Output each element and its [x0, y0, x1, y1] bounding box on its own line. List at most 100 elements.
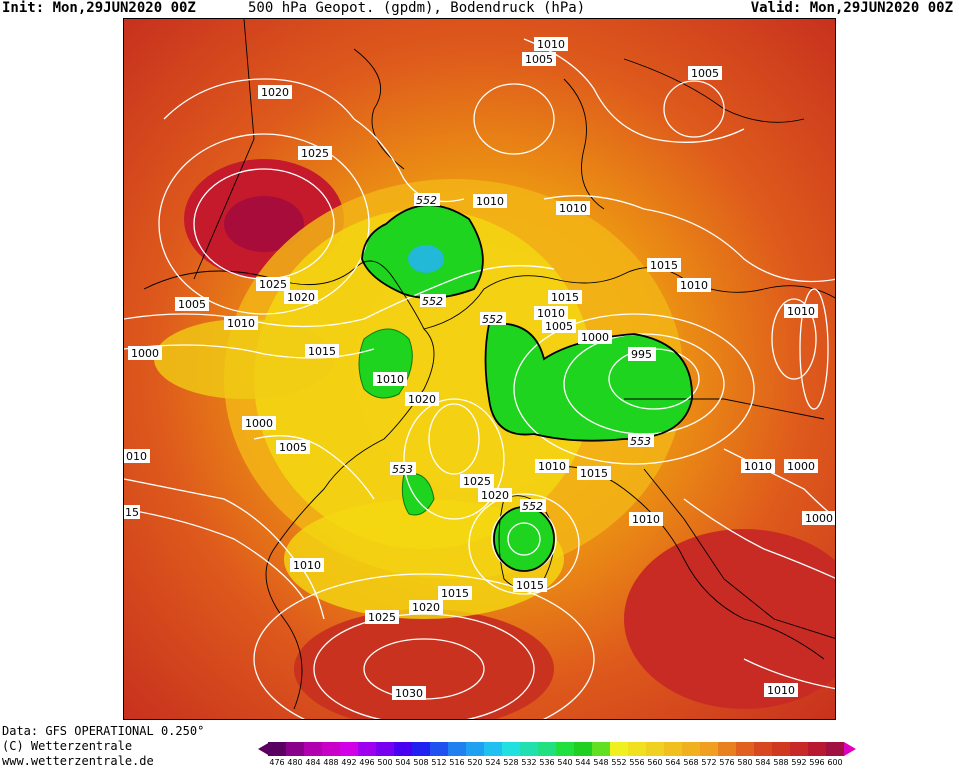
- scale-label: 572: [701, 758, 717, 767]
- scale-label: 548: [593, 758, 609, 767]
- isobar-label: 1015: [513, 578, 547, 592]
- isobar-label: 1010: [677, 278, 711, 292]
- scale-swatch: [394, 742, 412, 756]
- isobar-label: 15: [124, 505, 140, 519]
- scale-swatch: [718, 742, 736, 756]
- scale-swatch: [484, 742, 502, 756]
- scale-label: 592: [791, 758, 807, 767]
- svg-text:1030: 1030: [395, 687, 423, 700]
- geopotential-label: 552: [420, 294, 446, 308]
- isobar-label: 1010: [629, 512, 663, 526]
- svg-text:1020: 1020: [412, 601, 440, 614]
- scale-label: 508: [413, 758, 429, 767]
- valid-time: Valid: Mon,29JUN2020 00Z: [750, 0, 953, 16]
- geopotential-label: 553: [628, 434, 654, 448]
- scale-label: 600: [827, 758, 843, 767]
- isobar-label: 1020: [478, 488, 512, 502]
- svg-text:1000: 1000: [245, 417, 273, 430]
- isobar-label: 1015: [647, 258, 681, 272]
- svg-text:1005: 1005: [545, 320, 573, 333]
- svg-text:1010: 1010: [767, 684, 795, 697]
- scale-swatch: [340, 742, 358, 756]
- svg-text:552: 552: [422, 295, 443, 308]
- mid-geopotential-area: [154, 319, 334, 399]
- svg-text:1010: 1010: [787, 305, 815, 318]
- scale-label: 580: [737, 758, 753, 767]
- svg-text:552: 552: [482, 313, 503, 326]
- scale-swatch: [322, 742, 340, 756]
- svg-text:1010: 1010: [538, 460, 566, 473]
- scale-left-arrow: [258, 742, 270, 756]
- chart-title: 500 hPa Geopot. (gpdm), Bodendruck (hPa): [248, 0, 586, 16]
- scale-swatch: [376, 742, 394, 756]
- isobar-label: 1010: [534, 306, 568, 320]
- scale-label: 532: [521, 758, 537, 767]
- svg-text:1010: 1010: [632, 513, 660, 526]
- svg-text:1010: 1010: [227, 317, 255, 330]
- scale-swatch: [808, 742, 826, 756]
- scale-label: 564: [665, 758, 681, 767]
- scale-swatch: [664, 742, 682, 756]
- scale-label: 520: [467, 758, 483, 767]
- isobar-label: 1005: [688, 66, 722, 80]
- scale-swatch: [682, 742, 700, 756]
- scale-label: 568: [683, 758, 699, 767]
- isobar-label: 1020: [405, 392, 439, 406]
- svg-text:1000: 1000: [581, 331, 609, 344]
- scale-label: 516: [449, 758, 465, 767]
- scale-swatch: [592, 742, 610, 756]
- isobar-label: 1010: [534, 37, 568, 51]
- scale-label: 552: [611, 758, 627, 767]
- svg-text:1000: 1000: [131, 347, 159, 360]
- color-scale: 476 480 484 488 492 496 500 504 508 512 516 520 524 5…: [258, 742, 958, 770]
- scale-label: 476: [269, 758, 285, 767]
- copyright: (C) Wetterzentrale: [2, 739, 133, 753]
- scale-label: 484: [305, 758, 321, 767]
- scale-label: 544: [575, 758, 591, 767]
- svg-text:1010: 1010: [476, 195, 504, 208]
- map-canvas: 1020 1025 1025 1020 1005 1010 1000 1015 …: [124, 19, 835, 719]
- isobar-label: 1015: [305, 344, 339, 358]
- isobar-label: 1000: [784, 459, 818, 473]
- isobar-label: 1020: [284, 290, 318, 304]
- scale-label: 488: [323, 758, 339, 767]
- low-core: [408, 245, 444, 273]
- scale-label: 480: [287, 758, 303, 767]
- scale-swatch: [574, 742, 592, 756]
- svg-text:1015: 1015: [650, 259, 678, 272]
- svg-text:010: 010: [126, 450, 147, 463]
- scale-label: 492: [341, 758, 357, 767]
- isobar-label: 1015: [548, 290, 582, 304]
- scale-label: 500: [377, 758, 393, 767]
- geopotential-label: 552: [480, 312, 506, 326]
- scale-label: 536: [539, 758, 555, 767]
- geopotential-label: 553: [390, 462, 416, 476]
- scale-swatch: [502, 742, 520, 756]
- scale-right-arrow: [844, 742, 856, 756]
- scale-label: 556: [629, 758, 645, 767]
- scale-label: 512: [431, 758, 447, 767]
- scale-swatch: [286, 742, 304, 756]
- mid-geopotential-area: [254, 209, 594, 549]
- isobar-label: 1015: [438, 586, 472, 600]
- svg-text:1025: 1025: [301, 147, 329, 160]
- svg-text:1010: 1010: [293, 559, 321, 572]
- scale-label: 540: [557, 758, 573, 767]
- scale-swatch: [610, 742, 628, 756]
- svg-text:15: 15: [125, 506, 139, 519]
- isobar-label: 1015: [577, 466, 611, 480]
- scale-swatch: [736, 742, 754, 756]
- svg-text:1005: 1005: [691, 67, 719, 80]
- svg-text:1020: 1020: [408, 393, 436, 406]
- isobar-label: 1010: [556, 201, 590, 215]
- scale-label: 504: [395, 758, 411, 767]
- scale-swatch: [646, 742, 664, 756]
- scale-label: 528: [503, 758, 519, 767]
- isobar-label: 1010: [290, 558, 324, 572]
- svg-text:552: 552: [416, 194, 437, 207]
- svg-text:1005: 1005: [525, 53, 553, 66]
- isobar-label: 1030: [392, 686, 426, 700]
- isobar-label: 1025: [298, 146, 332, 160]
- scale-label: 596: [809, 758, 825, 767]
- isobar-label: 1005: [522, 52, 556, 66]
